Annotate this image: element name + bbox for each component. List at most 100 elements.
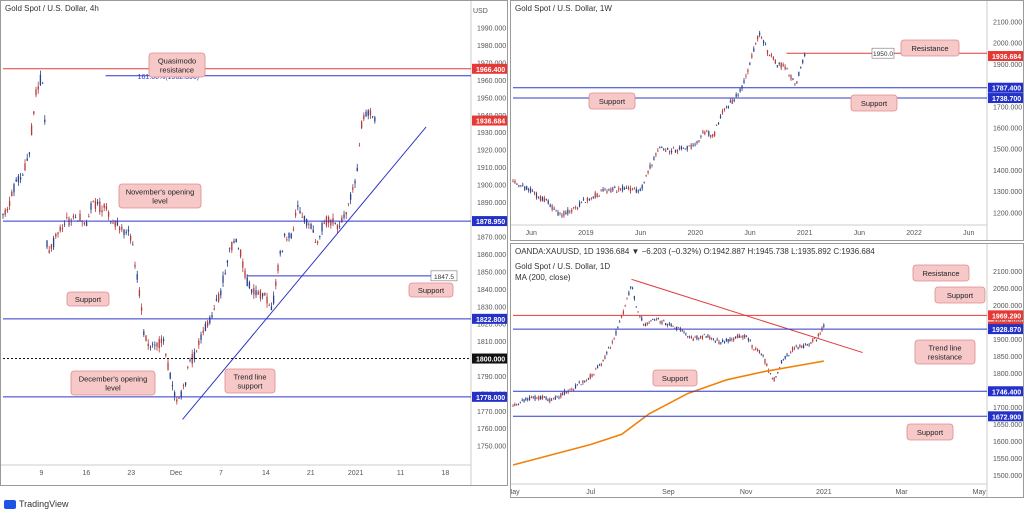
- candle-body: [577, 208, 579, 209]
- x-tick-label: 2022: [906, 230, 922, 237]
- y-tick-label: 1900.000: [993, 62, 1022, 69]
- callout-support-left-box: [588, 92, 636, 110]
- price-tag-label: 1966.400: [476, 67, 505, 74]
- y-tick-label: 1920.000: [477, 148, 506, 155]
- candle-body: [343, 214, 345, 218]
- candle-body: [294, 212, 297, 216]
- candle-body: [101, 210, 103, 213]
- candle-body: [233, 240, 235, 243]
- x-tick-label: 7: [219, 470, 223, 477]
- candle-body: [663, 149, 665, 151]
- x-tick-label: 21: [307, 470, 315, 477]
- candle-body: [674, 327, 676, 329]
- y-tick-label: 1790.000: [477, 374, 506, 381]
- y-tick-label: 1650.000: [993, 422, 1022, 429]
- candle-body: [643, 182, 645, 183]
- callout-resistance-text: Resistance: [911, 44, 948, 53]
- price-tag-bg: [472, 313, 507, 324]
- candle-body: [780, 62, 782, 69]
- candle-body: [663, 320, 665, 322]
- candle-body: [772, 57, 774, 60]
- candle-body: [723, 342, 726, 343]
- candle-body: [762, 40, 765, 44]
- y-tick-label: 1300.000: [993, 189, 1022, 196]
- candle-body: [578, 202, 581, 207]
- candle-body: [33, 111, 35, 114]
- callout-support-b-box: [408, 282, 454, 298]
- x-tick-label: Jun: [635, 230, 646, 237]
- candle-body: [336, 224, 339, 230]
- candle-body: [369, 110, 372, 116]
- candle-body: [537, 197, 540, 198]
- candle-body: [165, 353, 167, 356]
- candle-body: [800, 67, 802, 68]
- candle-body: [598, 365, 601, 366]
- candle-body: [66, 217, 68, 219]
- candle-body: [613, 337, 615, 339]
- candle-body: [653, 157, 655, 161]
- callout-support-bottom-box: [906, 423, 954, 441]
- candle-body: [215, 298, 218, 301]
- candle-body: [625, 187, 628, 189]
- candle-body: [514, 403, 516, 406]
- callout-support-mid-box: [652, 369, 698, 387]
- candle-body: [268, 305, 270, 306]
- candle-body: [204, 323, 207, 331]
- x-tick-label: Dec: [170, 470, 183, 477]
- candle-body: [189, 359, 191, 361]
- candle-body: [222, 275, 224, 283]
- candle-body: [571, 209, 573, 212]
- x-tick-label: May: [973, 489, 987, 496]
- candle-body: [2, 213, 4, 216]
- candle-body: [110, 221, 112, 223]
- candle-body: [534, 396, 536, 400]
- chart-daily-panel[interactable]: OANDA:XAUUSD, 1D 1936.684 ▼ −6.203 (−0.3…: [510, 243, 1024, 498]
- ma-legend: MA (200, close): [515, 273, 571, 282]
- tradingview-logo[interactable]: TradingView: [4, 499, 69, 509]
- x-tick-label: 2019: [578, 230, 594, 237]
- candle-body: [57, 232, 59, 234]
- callout-resistance-box: [900, 39, 960, 57]
- y-tick-label: 1810.000: [477, 339, 506, 346]
- candle-body: [303, 215, 306, 222]
- candle-body: [521, 399, 523, 401]
- candle-body: [823, 324, 825, 327]
- candle-body: [516, 404, 518, 406]
- candle-body: [290, 233, 292, 239]
- price-tag-label: 1928.870: [992, 327, 1021, 334]
- candle-body: [708, 131, 710, 136]
- chart-weekly-panel[interactable]: 1200.000 1300.000 1400.000 1500.000 1600.000…: [510, 0, 1024, 241]
- candle-body: [720, 342, 722, 344]
- candle-body: [11, 191, 13, 197]
- price-tag-bg: [472, 391, 507, 402]
- candle-body: [134, 264, 136, 267]
- y-tick-label: 1550.000: [993, 456, 1022, 463]
- candle-body: [105, 206, 108, 210]
- candle-body: [645, 175, 647, 176]
- candle-body: [541, 396, 544, 400]
- candle-body: [606, 190, 608, 193]
- candle-body: [706, 131, 708, 133]
- chart-4h-panel[interactable]: 1750.0001760.0001770.0001780.0001790.000…: [0, 0, 508, 486]
- x-tick-label: 2021: [348, 470, 364, 477]
- candle-body: [672, 147, 675, 149]
- candle-body: [611, 341, 613, 343]
- candle-body: [790, 352, 792, 354]
- chart-weekly-svg: 1200.000 1300.000 1400.000 1500.000 1600.000…: [511, 1, 1023, 240]
- candle-body: [532, 396, 534, 398]
- candle-body: [586, 197, 588, 201]
- y-tick-label: 1960.000: [477, 78, 506, 85]
- candle-body: [582, 380, 584, 384]
- callout-support-top-text: Support: [947, 291, 974, 300]
- candle-body: [584, 202, 587, 203]
- candle-body: [766, 50, 769, 54]
- candle-body: [557, 212, 559, 216]
- candle-body: [700, 135, 702, 137]
- candle-body: [786, 354, 788, 356]
- candle-body: [301, 216, 303, 218]
- x-tick-label: Jul: [586, 489, 595, 496]
- candle-body: [731, 339, 733, 341]
- candle-body: [347, 203, 350, 205]
- candle-body: [363, 115, 365, 120]
- mini-tag-box: [871, 47, 895, 59]
